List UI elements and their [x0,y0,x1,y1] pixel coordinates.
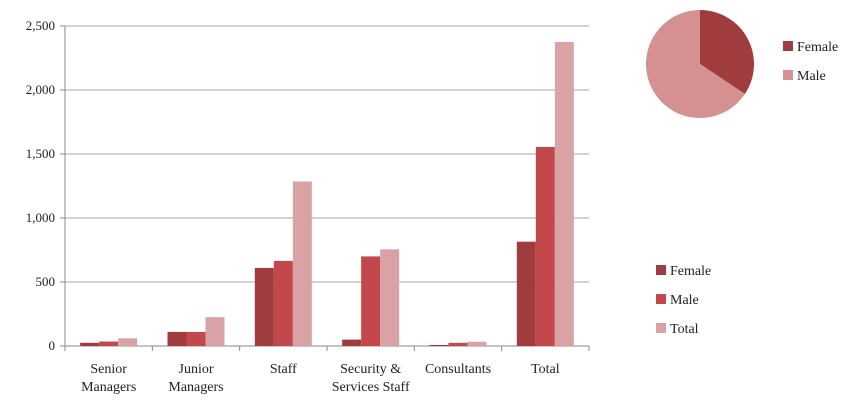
pie-legend-swatch-male [783,70,793,80]
x-category-label-line: Junior [179,362,214,377]
bar-female-junior-managers [167,331,187,346]
pie-slice-female [700,10,754,95]
x-category-label-line: Consultants [425,362,491,377]
x-category-label-line: Managers [168,380,223,395]
axes [60,25,590,351]
bar-total-senior-managers [118,338,138,346]
bar-female-security-services-staff [342,339,362,346]
bar-male-security-services-staff [361,256,381,346]
x-category-label: Security & Services Staff [332,362,410,395]
y-tick-label: 2,000 [26,82,55,97]
bars [80,42,574,346]
bar-female-total [516,241,536,346]
y-tick-label: 1,000 [26,210,55,225]
x-category-label-line: Security & [340,362,401,377]
x-category-label-line: Senior [90,362,127,377]
x-category-label: Total [531,362,560,377]
legend-label-male: Male [670,293,699,308]
bar-total-staff [292,181,312,346]
pie-legend-label-female: Female [797,40,838,55]
bar-male-consultants [448,342,468,346]
x-category-label-line: Total [531,362,560,377]
y-tick-label: 1,500 [26,146,55,161]
pie-legend-swatch-female [783,41,793,51]
y-tick-labels: 0 500 1,000 1,500 2,000 2,500 [26,18,55,353]
legend-swatch-total [656,323,666,333]
bar-male-total [535,146,555,346]
x-category-label: Consultants [425,362,491,377]
pie-legend-label-male: Male [797,69,826,84]
x-category-label-line: Staff [270,362,297,377]
bar-female-staff [254,267,274,346]
bar-female-consultants [429,344,449,346]
legend-swatch-male [656,294,666,304]
bar-female-senior-managers [80,342,100,346]
y-tick-label: 0 [49,338,56,353]
bar-male-junior-managers [186,331,206,346]
legend-swatch-female [656,265,666,275]
legend-label-female: Female [670,264,711,279]
bar-total-junior-managers [205,317,225,346]
x-category-label: Junior Managers [168,362,223,395]
x-category-label-line: Managers [81,380,136,395]
bar-total-security-services-staff [380,249,400,346]
gridlines [65,25,589,283]
pie-chart-legend: Female Male [783,40,838,84]
bar-total-total [554,42,574,346]
y-tick-label: 500 [36,274,56,289]
bar-male-senior-managers [99,341,119,346]
x-category-label: Staff [270,362,297,377]
pie-slice-male [646,10,745,119]
legend-label-total: Total [670,322,699,337]
x-category-labels: Senior Managers Junior Managers Staff Securit… [81,362,560,395]
bar-male-staff [273,260,293,346]
bar-chart-legend: Female Male Total [656,264,711,337]
pie-chart [646,10,754,119]
bar-total-consultants [467,341,487,346]
y-tick-label: 2,500 [26,18,55,33]
x-category-label: Senior Managers [81,362,136,395]
x-category-label-line: Services Staff [332,380,410,395]
